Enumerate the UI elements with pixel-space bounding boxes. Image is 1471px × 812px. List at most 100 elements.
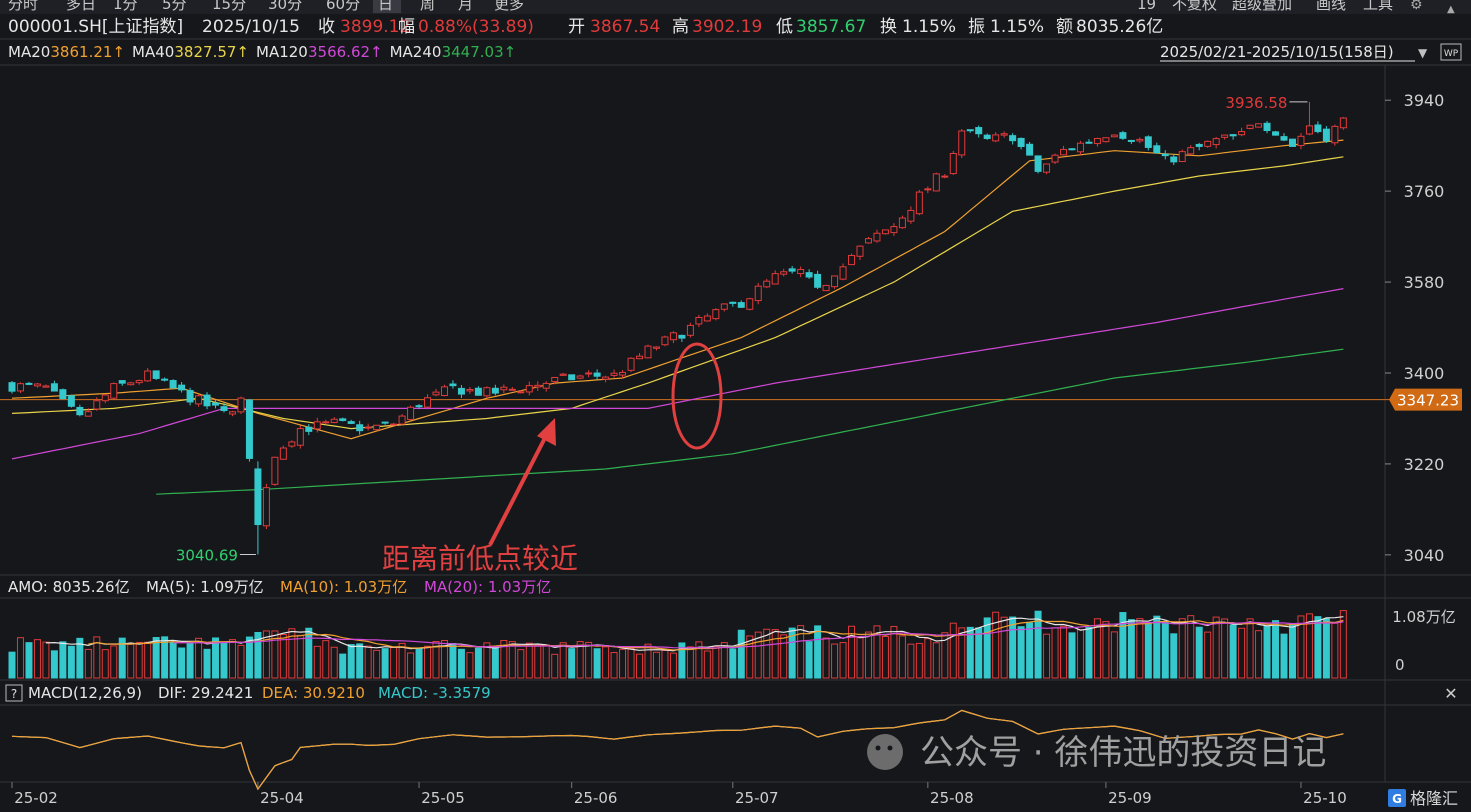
period-tab[interactable]: 60分 [326, 0, 360, 13]
volume-bar [254, 631, 262, 679]
volume-bar [212, 637, 220, 679]
toolbar-item[interactable]: 不复权 [1172, 0, 1217, 13]
period-tab[interactable]: 15分 [212, 0, 246, 13]
period-tab[interactable]: 周 [420, 0, 435, 13]
candle-body [652, 346, 660, 349]
period-tab[interactable]: 5分 [162, 0, 187, 13]
ma-legend-value: 3827.57↑ [174, 43, 249, 61]
volume-bar [1263, 626, 1271, 679]
low-marker-label: 3040.69 [176, 546, 238, 564]
volume-bar [1204, 631, 1212, 679]
volume-bar [245, 636, 253, 679]
period-tab[interactable]: 1分 [113, 0, 138, 13]
candle-body [135, 380, 143, 384]
candle-body [983, 134, 991, 139]
volume-bar [848, 625, 856, 679]
period-tab[interactable]: 更多 [494, 0, 524, 13]
volume-bar [881, 636, 889, 679]
candle-body [525, 385, 533, 393]
candle-body [1221, 134, 1229, 138]
candle-body [568, 374, 576, 381]
volume-bar [1170, 633, 1178, 679]
volume-bar [720, 642, 728, 679]
volume-bar [958, 627, 966, 679]
volume-bar [220, 642, 228, 679]
help-button[interactable] [5, 684, 23, 702]
candle-body [186, 390, 194, 403]
macd-dea: DEA: 30.9210 [262, 684, 365, 702]
toolbar-item[interactable]: 19 [1137, 0, 1156, 13]
quote-field: 3899.12 [340, 17, 410, 37]
period-tab[interactable]: 30分 [268, 0, 302, 13]
volume-bar [364, 645, 372, 679]
candle-body [203, 394, 211, 407]
volume-bar [93, 636, 101, 679]
toolbar-item[interactable]: 超级叠加 [1232, 0, 1292, 13]
y-tick-label: 3220 [1404, 455, 1445, 474]
candle-body [1051, 154, 1059, 163]
volume-bar [271, 630, 279, 679]
volume-bar [449, 642, 457, 679]
candle-body [262, 487, 270, 527]
period-tab[interactable]: 日 [378, 0, 393, 13]
candle-body [127, 382, 135, 386]
wp-button[interactable] [1440, 43, 1462, 61]
candle-body [1204, 140, 1212, 147]
volume-bar [780, 634, 788, 679]
volume-bar [1068, 632, 1076, 679]
reference-price-badge [1389, 388, 1462, 411]
candle-body [93, 400, 101, 410]
candle-body [42, 385, 50, 388]
candle-body [831, 275, 839, 288]
volume-ma20: MA(20): 1.03万亿 [424, 578, 551, 596]
volume-bar [500, 639, 508, 679]
candle-body [1068, 148, 1076, 151]
volume-bar [763, 628, 771, 679]
volume-bar [1060, 625, 1068, 679]
volume-bar [610, 652, 618, 679]
volume-bar [593, 648, 601, 679]
candle-body [1339, 117, 1347, 129]
candle-body [898, 217, 906, 229]
period-tab[interactable]: 月 [458, 0, 473, 13]
candle-body [585, 372, 593, 375]
period-tab[interactable]: 多日 [66, 0, 96, 13]
candle-body [686, 324, 694, 336]
volume-bar [559, 642, 567, 679]
volume-bar [1026, 622, 1034, 679]
candle-body [814, 273, 822, 288]
candle-body [1314, 124, 1322, 133]
volume-bar [203, 648, 211, 679]
candle-body [1331, 125, 1339, 144]
candle-body [449, 383, 457, 387]
toolbar-item[interactable]: 工具 [1363, 0, 1393, 13]
volume-bar [1178, 618, 1186, 679]
gear-icon: ⚙ [1410, 0, 1423, 13]
volume-bar [1009, 616, 1017, 679]
candle-body [220, 406, 228, 412]
wechat-logo-icon [867, 734, 903, 770]
volume-bar [144, 641, 152, 679]
candle-body [1288, 138, 1296, 147]
candle-body [856, 245, 864, 257]
toolbar-item[interactable]: 画线 [1316, 0, 1346, 13]
wp-button-label: WP [1444, 49, 1459, 59]
volume-ma20-line [173, 621, 1344, 649]
volume-bar [322, 640, 330, 679]
volume-ma5: MA(5): 1.09万亿 [146, 578, 264, 596]
volume-bar [661, 649, 669, 679]
volume-bar [890, 625, 898, 679]
date-range-label: 2025/02/21-2025/10/15(158日) [1160, 43, 1394, 61]
candle-body [932, 173, 940, 192]
volume-bar [356, 643, 364, 679]
volume-bar [1305, 613, 1313, 679]
volume-bar [932, 642, 940, 679]
volume-bar [602, 646, 610, 679]
candle-body [8, 382, 16, 392]
volume-bar [8, 651, 16, 679]
y-tick-label: 3580 [1404, 273, 1445, 292]
period-tab[interactable]: 分时 [8, 0, 38, 13]
quote-field: 2025/10/15 [202, 17, 300, 37]
candle-body [161, 378, 169, 381]
ma-legend-name: MA20 [8, 43, 50, 61]
